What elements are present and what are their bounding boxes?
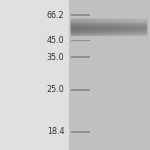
Bar bbox=[70, 131, 90, 133]
Text: 45.0: 45.0 bbox=[47, 36, 64, 45]
Text: 66.2: 66.2 bbox=[47, 11, 64, 20]
Text: 35.0: 35.0 bbox=[47, 52, 64, 62]
Text: 18.4: 18.4 bbox=[47, 128, 64, 136]
Bar bbox=[70, 89, 90, 91]
Text: 25.0: 25.0 bbox=[47, 85, 64, 94]
Bar bbox=[0, 0, 69, 150]
Bar bbox=[70, 14, 90, 16]
Bar bbox=[70, 40, 90, 41]
Bar bbox=[70, 56, 90, 58]
Bar bbox=[69, 0, 150, 150]
